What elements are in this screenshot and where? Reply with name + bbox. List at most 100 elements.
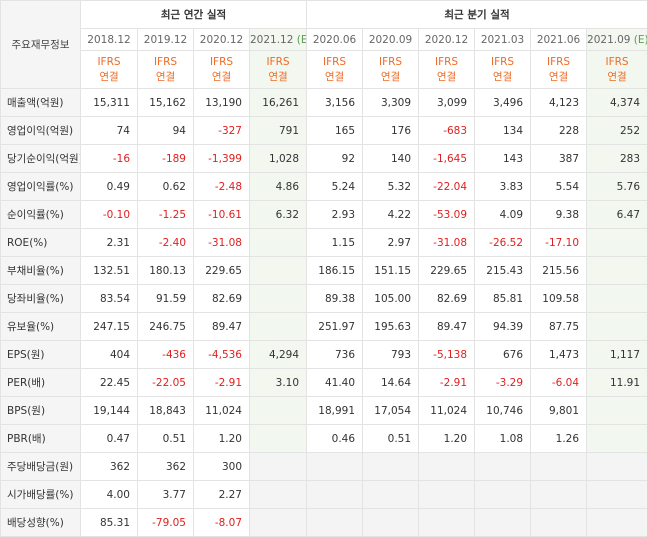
- value-cell: 87.75: [530, 312, 588, 341]
- value-cell: 228: [530, 116, 588, 145]
- value-cell: 9,801: [530, 396, 588, 425]
- value-cell: -0.10: [80, 200, 138, 229]
- value-cell: -683: [418, 116, 476, 145]
- value-cell: [248, 228, 308, 257]
- value-cell: 92: [306, 144, 364, 173]
- value-cell: 176: [362, 116, 420, 145]
- value-cell: 0.46: [306, 424, 364, 453]
- basis: 연결: [548, 70, 569, 83]
- value-cell: [586, 312, 647, 341]
- value-cell: -4,536: [193, 340, 250, 369]
- data-row: ROE(%) 2.31 -2.40 -31.08 1.15 2.97 -31.08 -26.5…: [0, 228, 647, 257]
- value-cell: 4,374: [586, 88, 647, 117]
- period-header: 2021.09 (E): [586, 28, 647, 51]
- row-label: 매출액(억원): [0, 88, 81, 117]
- value-cell: 0.47: [80, 424, 138, 453]
- value-cell: 246.75: [137, 312, 194, 341]
- value-cell: 14.64: [362, 368, 420, 397]
- value-cell: -22.05: [137, 368, 194, 397]
- value-cell: [418, 508, 476, 537]
- period: 2018.12: [87, 33, 131, 46]
- group-row: 주요재무정보 최근 연간 실적 최근 분기 실적: [0, 0, 647, 89]
- data-row: 매출액(억원) 15,311 15,162 13,190 16,261 3,156 3,30…: [0, 88, 647, 117]
- basis-header: IFRS 연결: [248, 50, 308, 89]
- value-cell: 83.54: [80, 284, 138, 313]
- value-cell: 3,309: [362, 88, 420, 117]
- period-header: 2021.03: [474, 28, 532, 51]
- basis: 연결: [436, 70, 457, 83]
- value-cell: 1,117: [586, 340, 647, 369]
- data-row: 주당배당금(원) 362 362 300: [0, 452, 647, 481]
- value-cell: 4.86: [248, 172, 308, 201]
- period: 2019.12: [143, 33, 188, 46]
- value-cell: 300: [193, 452, 250, 481]
- value-cell: -3.29: [474, 368, 532, 397]
- basis-header: IFRS 연결: [586, 50, 647, 89]
- period-header: 2018.12: [80, 28, 138, 51]
- group-header: 최근 연간 실적: [79, 0, 308, 29]
- group-header: 최근 분기 실적: [306, 0, 647, 29]
- value-cell: 1,028: [248, 144, 308, 173]
- value-cell: 3.83: [474, 172, 532, 201]
- value-cell: -327: [193, 116, 250, 145]
- value-cell: 1.08: [474, 424, 532, 453]
- value-cell: [418, 452, 476, 481]
- value-cell: -1,645: [418, 144, 476, 173]
- value-cell: 362: [137, 452, 194, 481]
- value-cell: 94.39: [474, 312, 532, 341]
- value-cell: 13,190: [193, 88, 250, 117]
- value-cell: 89.47: [193, 312, 250, 341]
- value-cell: [586, 256, 647, 285]
- value-cell: 91.59: [137, 284, 194, 313]
- value-cell: 793: [362, 340, 420, 369]
- value-cell: 74: [80, 116, 138, 145]
- data-row: PBR(배) 0.47 0.51 1.20 0.46 0.51 1.20 1.08 1.26: [0, 424, 647, 453]
- row-label: 순이익률(%): [0, 200, 81, 229]
- value-cell: 215.43: [474, 256, 532, 285]
- basis-header: IFRS 연결: [193, 50, 250, 89]
- value-cell: 82.69: [193, 284, 250, 313]
- value-cell: -26.52: [474, 228, 532, 257]
- row-label: PER(배): [0, 368, 81, 397]
- value-cell: 5.54: [530, 172, 588, 201]
- value-cell: 89.38: [306, 284, 364, 313]
- basis: 연결: [380, 70, 401, 83]
- data-row: BPS(원) 19,144 18,843 11,024 18,991 17,054 11,0…: [0, 396, 647, 425]
- period: 2020.06: [312, 33, 357, 46]
- value-cell: 252: [586, 116, 647, 145]
- value-cell: 4.09: [474, 200, 532, 229]
- value-cell: 1.26: [530, 424, 588, 453]
- data-row: 시가배당률(%) 4.00 3.77 2.27: [0, 480, 647, 509]
- value-cell: 283: [586, 144, 647, 173]
- basis: 연결: [492, 70, 513, 83]
- value-cell: [474, 508, 532, 537]
- period: 2021.03: [480, 33, 525, 46]
- value-cell: [586, 396, 647, 425]
- value-cell: 9.38: [530, 200, 588, 229]
- value-cell: 5.32: [362, 172, 420, 201]
- value-cell: -16: [80, 144, 138, 173]
- value-cell: 229.65: [193, 256, 250, 285]
- data-row: 당좌비율(%) 83.54 91.59 82.69 89.38 105.00 82.69 85…: [0, 284, 647, 313]
- value-cell: 0.51: [137, 424, 194, 453]
- value-cell: 4,294: [248, 340, 308, 369]
- value-cell: 22.45: [80, 368, 138, 397]
- table-body: 매출액(억원) 15,311 15,162 13,190 16,261 3,156 3,30…: [0, 88, 647, 537]
- value-cell: -436: [137, 340, 194, 369]
- value-cell: [306, 480, 364, 509]
- basis: IFRS: [378, 55, 403, 68]
- value-cell: [530, 480, 588, 509]
- basis: 연결: [211, 70, 232, 83]
- value-cell: [474, 452, 532, 481]
- row-label: 유보율(%): [0, 312, 81, 341]
- value-cell: [362, 508, 420, 537]
- value-cell: 17,054: [362, 396, 420, 425]
- basis: IFRS: [153, 55, 178, 68]
- basis-header: IFRS 연결: [362, 50, 420, 89]
- value-cell: 2.31: [80, 228, 138, 257]
- basis: IFRS: [266, 55, 290, 68]
- value-cell: 18,843: [137, 396, 194, 425]
- value-cell: 11,024: [418, 396, 476, 425]
